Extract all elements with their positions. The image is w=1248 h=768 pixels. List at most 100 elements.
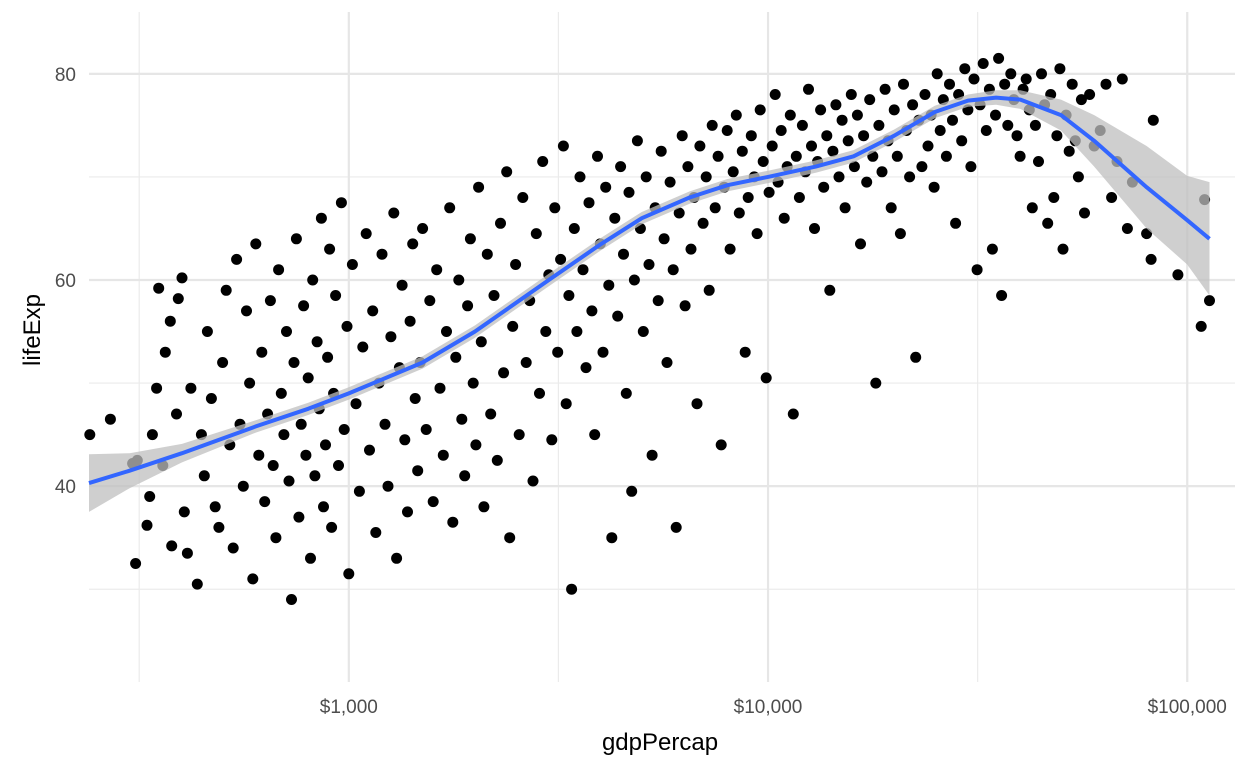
data-point — [790, 150, 802, 162]
data-point — [757, 156, 769, 167]
data-point — [404, 315, 416, 327]
data-point — [498, 367, 510, 379]
data-point — [796, 119, 808, 131]
data-point — [1075, 94, 1087, 106]
data-point — [858, 130, 870, 142]
data-point — [1014, 150, 1026, 162]
data-point — [1029, 119, 1041, 131]
data-point — [571, 326, 583, 337]
data-point — [806, 140, 817, 152]
data-point — [904, 171, 916, 183]
data-point — [300, 449, 312, 461]
data-point — [227, 542, 239, 554]
data-point — [417, 223, 429, 234]
data-point — [830, 99, 842, 111]
data-point — [824, 284, 836, 296]
data-point — [931, 68, 943, 80]
data-point — [818, 181, 830, 193]
data-point — [861, 176, 873, 188]
data-point — [673, 207, 685, 219]
y-axis-title: lifeExp — [19, 294, 46, 366]
data-point — [247, 573, 259, 585]
data-point — [513, 429, 525, 441]
data-point — [670, 521, 682, 533]
data-point — [1048, 192, 1060, 203]
data-point — [1005, 68, 1017, 80]
data-point — [144, 491, 156, 502]
data-point — [1100, 78, 1112, 90]
data-point — [637, 326, 649, 337]
data-point — [934, 125, 946, 136]
data-point — [286, 594, 297, 605]
data-point — [965, 161, 977, 173]
x-tick-label: $10,000 — [734, 697, 803, 718]
data-point — [462, 300, 474, 312]
data-point — [420, 424, 432, 435]
data-point — [495, 217, 506, 229]
data-point — [986, 243, 998, 255]
data-point — [658, 233, 670, 245]
data-point — [555, 253, 567, 265]
data-point — [679, 300, 691, 312]
data-point — [434, 382, 446, 394]
data-point — [402, 506, 413, 518]
data-point — [333, 460, 344, 471]
data-point — [894, 228, 906, 240]
x-axis-tick-labels: $1,000 $10,000 $100,000 — [320, 697, 1227, 718]
data-point — [721, 125, 733, 136]
data-point — [959, 63, 971, 75]
data-point — [956, 135, 968, 147]
data-point — [517, 192, 529, 203]
data-point — [153, 282, 165, 294]
data-point — [600, 181, 612, 193]
data-point — [220, 284, 232, 296]
data-point — [1002, 119, 1014, 131]
data-point — [563, 290, 575, 301]
data-point — [424, 295, 436, 307]
data-point — [706, 119, 718, 131]
data-point — [815, 104, 827, 116]
y-axis-tick-labels: 40 60 80 — [55, 65, 76, 498]
data-point — [891, 150, 903, 162]
data-point — [1051, 130, 1063, 142]
data-point — [166, 540, 178, 552]
data-point — [1063, 145, 1075, 157]
data-point — [1121, 223, 1133, 234]
x-tick-label: $100,000 — [1148, 697, 1227, 718]
data-point — [618, 248, 629, 260]
smooth-confidence-ribbon — [89, 90, 1210, 512]
data-point — [298, 300, 310, 312]
data-point — [606, 532, 618, 544]
data-point — [1072, 171, 1084, 183]
data-point — [485, 408, 497, 420]
data-point — [357, 341, 369, 353]
data-point — [407, 238, 419, 250]
data-point — [682, 161, 694, 173]
data-point — [217, 357, 229, 368]
data-point — [836, 114, 848, 126]
data-point — [324, 243, 336, 255]
data-point — [827, 145, 839, 157]
data-point — [727, 166, 739, 178]
data-point — [270, 532, 282, 544]
data-point — [431, 264, 443, 276]
data-point — [855, 238, 866, 250]
data-point — [1106, 192, 1118, 203]
data-point — [527, 475, 539, 487]
data-point — [1147, 114, 1159, 126]
data-point — [510, 259, 522, 270]
data-point — [655, 145, 667, 157]
data-point — [910, 351, 922, 363]
data-point — [520, 357, 532, 368]
data-point — [980, 125, 992, 136]
data-point — [568, 223, 580, 234]
data-point — [754, 104, 766, 116]
data-point — [399, 434, 411, 446]
data-point — [1054, 63, 1066, 75]
data-point — [376, 248, 388, 260]
data-point — [919, 89, 931, 100]
data-point — [530, 228, 542, 240]
data-point — [1079, 207, 1090, 219]
data-point — [560, 398, 572, 410]
